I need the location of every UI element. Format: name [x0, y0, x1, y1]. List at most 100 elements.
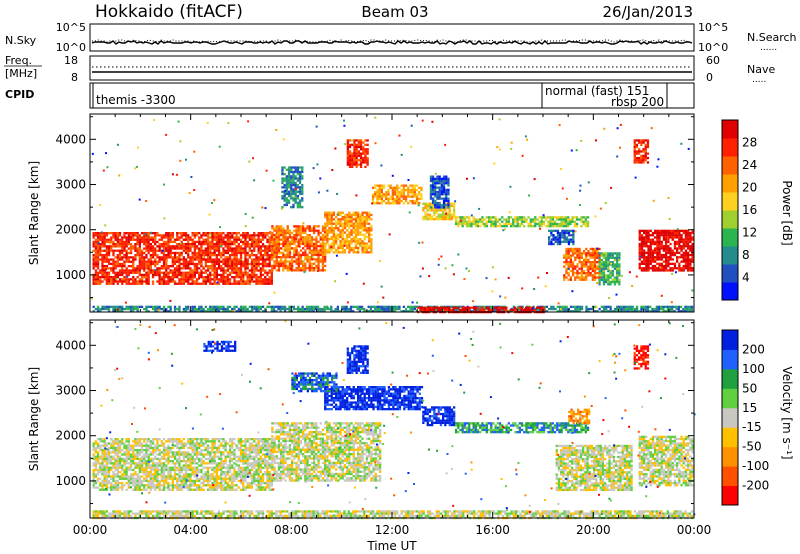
- scatter-cell: [585, 254, 588, 257]
- scatter-cell: [261, 234, 265, 237]
- scatter-cell: [275, 251, 278, 254]
- scatter-cell: [598, 272, 601, 275]
- scatter-cell: [569, 265, 572, 268]
- scatter-cell: [684, 229, 688, 232]
- scatter-cell: [244, 238, 247, 241]
- scatter-cell: [125, 260, 128, 263]
- scatter-cell: [202, 232, 205, 235]
- scatter-cell: [337, 227, 340, 230]
- scatter-cell: [118, 265, 122, 268]
- scatter-cell: [660, 294, 663, 297]
- scatter-cell: [180, 267, 183, 270]
- scatter-cell: [182, 276, 185, 279]
- scatter-cell: [591, 254, 594, 257]
- scatter-cell: [162, 310, 166, 313]
- scatter-cell: [268, 276, 271, 279]
- scatter-cell: [127, 273, 130, 277]
- scatter-cell: [235, 305, 238, 308]
- scatter-cell: [94, 254, 97, 257]
- scatter-cell: [374, 195, 377, 198]
- scatter-cell: [169, 269, 172, 272]
- scatter-cell: [559, 236, 562, 239]
- scatter-cell: [123, 256, 126, 259]
- scatter-cell: [618, 274, 621, 277]
- scatter-cell: [213, 247, 216, 250]
- scatter-cell: [321, 242, 325, 246]
- scatter-cell: [424, 213, 427, 216]
- scatter-cell: [232, 310, 235, 312]
- scatter-cell: [676, 231, 679, 235]
- scatter-cell: [563, 229, 566, 232]
- scatter-cell: [107, 245, 111, 248]
- scatter-cell: [261, 245, 265, 248]
- scatter-cell: [239, 240, 243, 244]
- scatter-cell: [151, 260, 155, 263]
- scatter-cell: [426, 213, 429, 216]
- scatter-cell: [391, 195, 394, 198]
- scatter-cell: [224, 280, 227, 283]
- scatter-cell: [349, 310, 353, 313]
- scatter-cell: [295, 231, 298, 235]
- scatter-cell: [616, 265, 619, 268]
- scatter-cell: [598, 258, 601, 262]
- scatter-cell: [160, 236, 163, 239]
- scatter-cell: [646, 161, 650, 164]
- scatter-cell: [354, 246, 358, 250]
- scatter-cell: [226, 256, 229, 259]
- scatter-cell: [277, 238, 281, 241]
- scatter-cell: [459, 220, 462, 223]
- scatter-cell: [624, 310, 628, 313]
- scatter-cell: [346, 150, 349, 153]
- scatter-cell: [366, 156, 369, 160]
- scatter-cell: [562, 218, 565, 221]
- scatter-cell: [268, 269, 271, 272]
- scatter-cell: [490, 222, 493, 226]
- scatter-cell: [182, 238, 185, 241]
- scatter-cell: [563, 254, 566, 257]
- scatter-cell: [248, 262, 251, 266]
- scatter-cell: [598, 254, 601, 257]
- scatter-cell: [676, 236, 679, 239]
- scatter-cell: [647, 269, 650, 272]
- scatter-cell: [538, 225, 541, 228]
- scatter-cell: [268, 278, 271, 281]
- scatter-cell: [656, 245, 659, 248]
- scatter-cell: [173, 247, 177, 250]
- scatter-cell: [448, 306, 451, 309]
- scatter-cell: [576, 252, 579, 255]
- scatter-cell: [105, 245, 108, 248]
- scatter-cell: [293, 236, 296, 239]
- scatter-cell: [596, 267, 599, 270]
- scatter-cell: [508, 211, 511, 214]
- scatter-cell: [202, 251, 205, 255]
- scatter-cell: [332, 233, 336, 236]
- scatter-cell: [105, 271, 108, 274]
- scatter-cell: [162, 282, 166, 285]
- scatter-cell: [156, 245, 159, 248]
- scatter-cell: [434, 179, 437, 183]
- scatter-cell: [662, 310, 665, 313]
- scatter-cell: [184, 234, 188, 237]
- scatter-cell: [257, 305, 260, 308]
- scatter-cell: [228, 262, 232, 266]
- scatter-cell: [389, 195, 392, 198]
- scatter-cell: [266, 251, 269, 255]
- scatter-cell: [242, 251, 245, 255]
- scatter-cell: [169, 310, 172, 313]
- scatter-cell: [660, 267, 663, 270]
- scatter-cell: [149, 243, 152, 246]
- scatter-cell: [633, 152, 636, 155]
- scatter-cell: [353, 161, 356, 164]
- scatter-cell: [202, 258, 205, 261]
- scatter-cell: [235, 240, 238, 244]
- scatter-cell: [138, 305, 141, 308]
- scatter-cell: [96, 267, 100, 270]
- scatter-cell: [277, 262, 281, 265]
- scatter-cell: [301, 192, 304, 196]
- scatter-cell: [233, 247, 236, 250]
- scatter-cell: [516, 220, 519, 223]
- scatter-cell: [222, 247, 225, 250]
- scatter-cell: [125, 258, 128, 261]
- scatter-cell: [96, 282, 100, 285]
- scatter-cell: [336, 310, 339, 313]
